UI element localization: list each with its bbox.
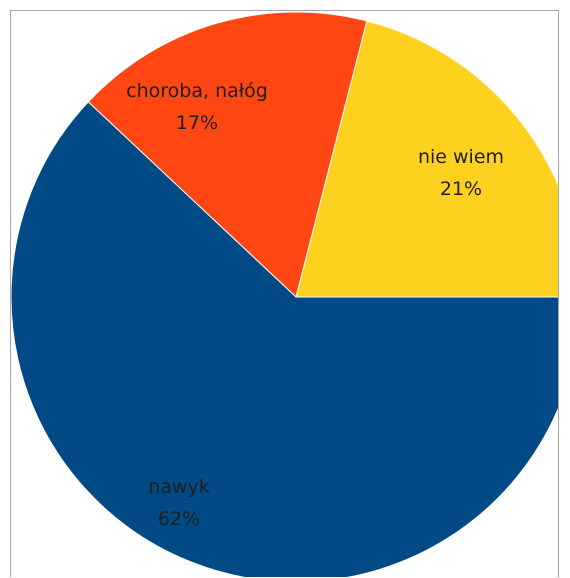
slice-value-label: 62% [158, 508, 200, 530]
slice-value-label: 21% [440, 178, 482, 200]
chart-frame: nie wiem 21% choroba, nałóg 17% nawyk 62% [10, 10, 559, 577]
pie-chart: nie wiem 21% choroba, nałóg 17% nawyk 62% [11, 11, 558, 577]
slice-value-label: 17% [176, 112, 218, 134]
pie-slice-choroba-na-g [87, 11, 368, 298]
slice-label: nie wiem [418, 146, 504, 168]
slice-label: choroba, nałóg [126, 80, 268, 102]
pie-slice-nawyk [11, 101, 558, 577]
pie-slice-nie-wiem [295, 20, 558, 298]
slice-label: nawyk [148, 476, 209, 498]
